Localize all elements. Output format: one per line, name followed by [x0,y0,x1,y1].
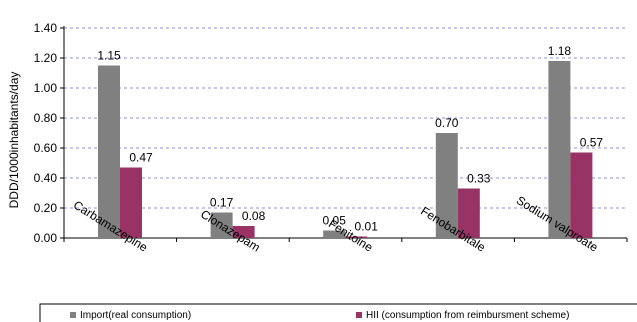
bar-hii [570,152,593,238]
category-labels: Carbamazepine Clonazepam Fenitoine Fenobarb… [71,193,601,255]
y-tick-label: 0.40 [34,171,58,185]
bar-import [210,212,233,238]
data-labels: 1.15 0.47 0.17 0.08 0.05 0.01 0.70 0.33 1.18 0.57 [97,44,603,234]
legend: Import(real consumption) HII (consumptio… [39,303,637,322]
y-tick-label: 0.20 [34,201,58,215]
y-tick-label: 0.60 [34,141,58,155]
y-tick-label: 1.00 [34,81,58,95]
bar-import [435,133,458,238]
y-tick-label: 1.20 [34,51,58,65]
data-label: 1.18 [548,44,572,58]
legend-label-import: Import(real consumption) [80,310,191,321]
gridlines [64,27,627,209]
y-axis-label: DDD/1000inhabitants/day [7,72,21,209]
data-label: 0.57 [580,136,604,150]
legend-swatch-hii [356,312,362,318]
legend-swatch-import [70,312,76,318]
bar-hii [232,226,255,238]
data-label: 0.17 [210,196,234,210]
bar-hii [345,236,368,238]
bar-import [323,230,346,238]
legend-label-hii: HII (consumption from reimbursment schem… [366,310,569,321]
data-label: 0.05 [323,214,347,228]
y-tick-label: 0.80 [34,111,58,125]
data-label: 0.33 [467,172,491,186]
bar-import [98,65,120,238]
data-label: 0.47 [129,151,153,165]
axes: 0.00 0.20 0.40 0.60 0.80 1.00 1.20 1.40 [34,21,628,245]
data-label: 0.70 [435,116,459,130]
bar-hii [120,167,142,238]
data-label: 0.08 [242,209,266,223]
data-label: 0.01 [355,220,379,234]
data-label: 1.15 [97,49,121,63]
y-tick-label: 1.40 [34,21,58,35]
bar-import [548,61,571,238]
bar-hii [457,188,480,238]
legend-box [39,303,637,322]
bars [98,61,593,238]
y-tick-label: 0.00 [34,231,58,245]
